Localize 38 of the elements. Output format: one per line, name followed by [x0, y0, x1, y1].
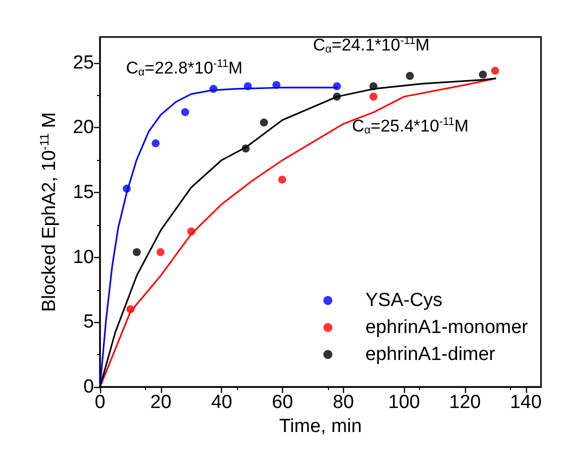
point	[242, 144, 250, 152]
point	[156, 248, 165, 256]
x-tick-label: 120	[449, 392, 481, 413]
point	[272, 80, 280, 89]
point	[187, 227, 196, 236]
point	[332, 82, 341, 90]
point	[181, 108, 190, 116]
x-tick-label: 100	[388, 392, 420, 413]
point	[244, 82, 252, 90]
legend-label: YSA-Cys	[365, 290, 442, 311]
point	[332, 92, 341, 101]
legend-label: ephrinA1-monomer	[365, 317, 529, 338]
y-tick-label: 10	[72, 246, 94, 268]
point	[278, 176, 286, 184]
x-axis-title: Time, min	[279, 416, 362, 437]
x-tick-label: 60	[272, 392, 294, 413]
y-tick-label: 25	[72, 52, 94, 74]
y-tick-label: 20	[72, 117, 94, 138]
legend-label: ephrinA1-dimer	[365, 344, 496, 365]
point	[369, 82, 378, 90]
point	[152, 139, 160, 148]
point	[260, 118, 268, 127]
point	[126, 305, 134, 314]
y-tick-label: 0	[83, 376, 94, 398]
point	[369, 92, 378, 101]
y-tick-label: 5	[83, 312, 94, 333]
x-tick-label: 140	[510, 392, 542, 413]
point	[491, 66, 500, 75]
x-tick-label: 40	[211, 392, 232, 413]
x-tick-label: 20	[150, 392, 172, 413]
y-tick-label: 15	[72, 182, 94, 204]
point	[122, 184, 131, 193]
point	[406, 72, 414, 80]
point	[132, 248, 141, 256]
x-tick-label: 80	[332, 392, 354, 413]
y-axis-title: Blocked EphA2, 10-11 M	[38, 112, 60, 312]
point	[209, 84, 218, 93]
point	[478, 70, 487, 79]
